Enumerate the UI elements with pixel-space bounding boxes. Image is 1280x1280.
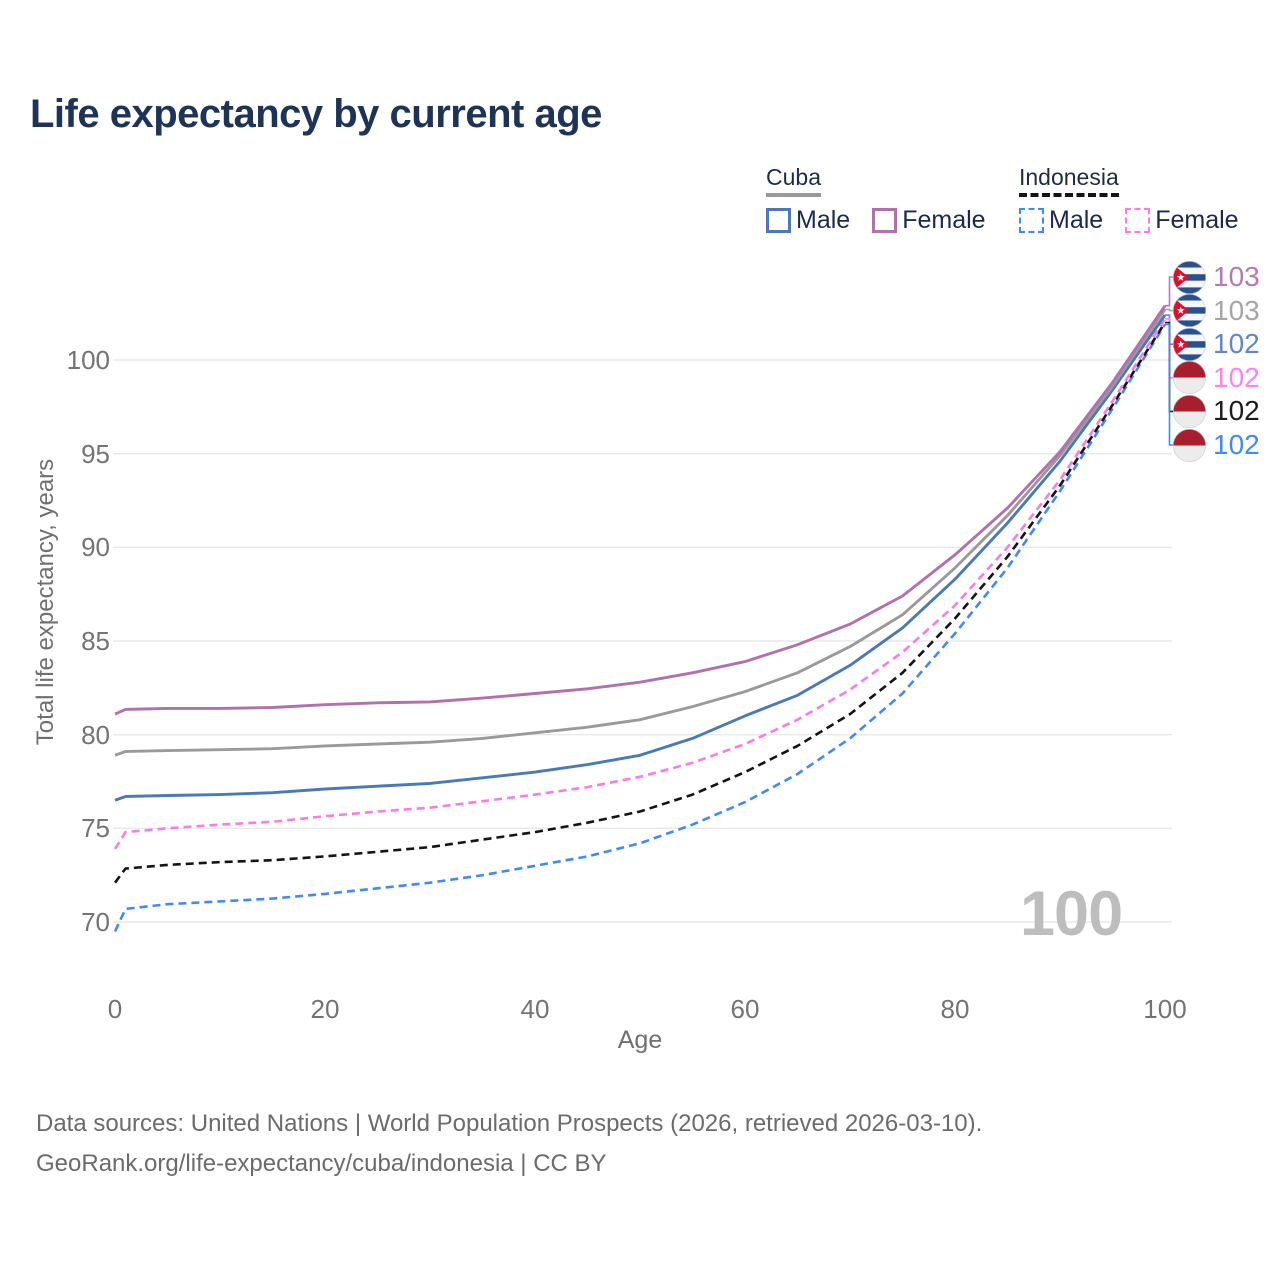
y-tick-label-95: 95 bbox=[81, 438, 110, 469]
legend-country-indonesia: Indonesia bbox=[1019, 164, 1119, 197]
cuba-flag-icon bbox=[1173, 261, 1206, 294]
legend-item-cuba-female[interactable]: Female bbox=[872, 206, 986, 235]
end-label-value: 103 bbox=[1213, 294, 1260, 326]
cuba-male-swatch-icon bbox=[766, 208, 791, 233]
footer-data-sources: Data sources: United Nations | World Pop… bbox=[36, 1110, 983, 1137]
legend-group-indonesia: Indonesia Male Female bbox=[1019, 164, 1261, 235]
x-tick-label-80: 80 bbox=[940, 994, 970, 1024]
y-tick-label-80: 80 bbox=[81, 719, 110, 750]
x-tick-label-40: 40 bbox=[520, 994, 550, 1024]
gridlines bbox=[113, 359, 1172, 923]
cuba-female-swatch-icon bbox=[872, 208, 898, 233]
series-line-indonesia-male bbox=[113, 323, 1167, 932]
legend-label: Female bbox=[902, 206, 986, 234]
end-label-value: 102 bbox=[1213, 361, 1260, 393]
legend-group-cuba: Cuba Male Female bbox=[766, 164, 1008, 235]
watermark-age-100: 100 bbox=[1020, 879, 1123, 949]
indonesia-flag-icon bbox=[1173, 395, 1206, 428]
y-tick-label-100: 100 bbox=[66, 345, 110, 375]
series-line-indonesia-female bbox=[113, 318, 1167, 850]
end-label-row-indonesia-both-sexes: 102 bbox=[1173, 393, 1260, 429]
end-label-value: 102 bbox=[1213, 328, 1260, 360]
page-title: Life expectancy by current age bbox=[30, 92, 602, 136]
end-label-row-indonesia-female: 102 bbox=[1173, 360, 1260, 396]
cuba-flag-icon bbox=[1173, 294, 1206, 327]
legend-item-indonesia-female[interactable]: Female bbox=[1125, 206, 1239, 235]
legend-label: Male bbox=[796, 206, 851, 234]
x-axis-title: Age bbox=[617, 1026, 663, 1054]
indonesia-flag-icon bbox=[1173, 361, 1206, 394]
indonesia-flag-icon bbox=[1173, 429, 1206, 462]
x-tick-label-60: 60 bbox=[730, 994, 760, 1024]
footer-attribution: GeoRank.org/life-expectancy/cuba/indones… bbox=[36, 1150, 607, 1177]
y-tick-label-75: 75 bbox=[81, 813, 110, 844]
legend-item-indonesia-male[interactable]: Male bbox=[1019, 206, 1103, 235]
end-label-row-indonesia-male: 102 bbox=[1173, 427, 1260, 463]
x-tick-label-100: 100 bbox=[1143, 994, 1187, 1024]
end-label-row-cuba-male: 102 bbox=[1173, 326, 1260, 362]
x-tick-label-20: 20 bbox=[310, 994, 340, 1024]
series-line-cuba-female bbox=[114, 304, 1167, 716]
series-lines bbox=[113, 304, 1167, 932]
end-label-value: 102 bbox=[1213, 429, 1260, 460]
legend-country-cuba: Cuba bbox=[766, 164, 821, 197]
end-label-row-cuba-female: 103 bbox=[1173, 259, 1260, 295]
y-tick-label-85: 85 bbox=[81, 626, 110, 656]
x-tick-label-0: 0 bbox=[107, 994, 123, 1024]
indonesia-female-swatch-icon bbox=[1125, 208, 1151, 233]
end-label-value: 102 bbox=[1213, 395, 1260, 427]
series-line-cuba-male bbox=[114, 314, 1167, 802]
y-tick-label-90: 90 bbox=[81, 532, 110, 563]
cuba-flag-icon bbox=[1173, 328, 1206, 361]
end-label-row-cuba-both-sexes: 103 bbox=[1173, 293, 1260, 329]
series-line-indonesia-both-sexes bbox=[113, 321, 1167, 884]
indonesia-male-swatch-icon bbox=[1019, 208, 1044, 233]
end-label-value: 103 bbox=[1213, 261, 1260, 292]
y-tick-label-70: 70 bbox=[81, 907, 110, 937]
legend-label: Female bbox=[1155, 206, 1239, 234]
legend-item-cuba-male[interactable]: Male bbox=[766, 206, 850, 235]
series-line-cuba-both-sexes bbox=[114, 308, 1167, 757]
legend-label: Male bbox=[1049, 206, 1104, 234]
